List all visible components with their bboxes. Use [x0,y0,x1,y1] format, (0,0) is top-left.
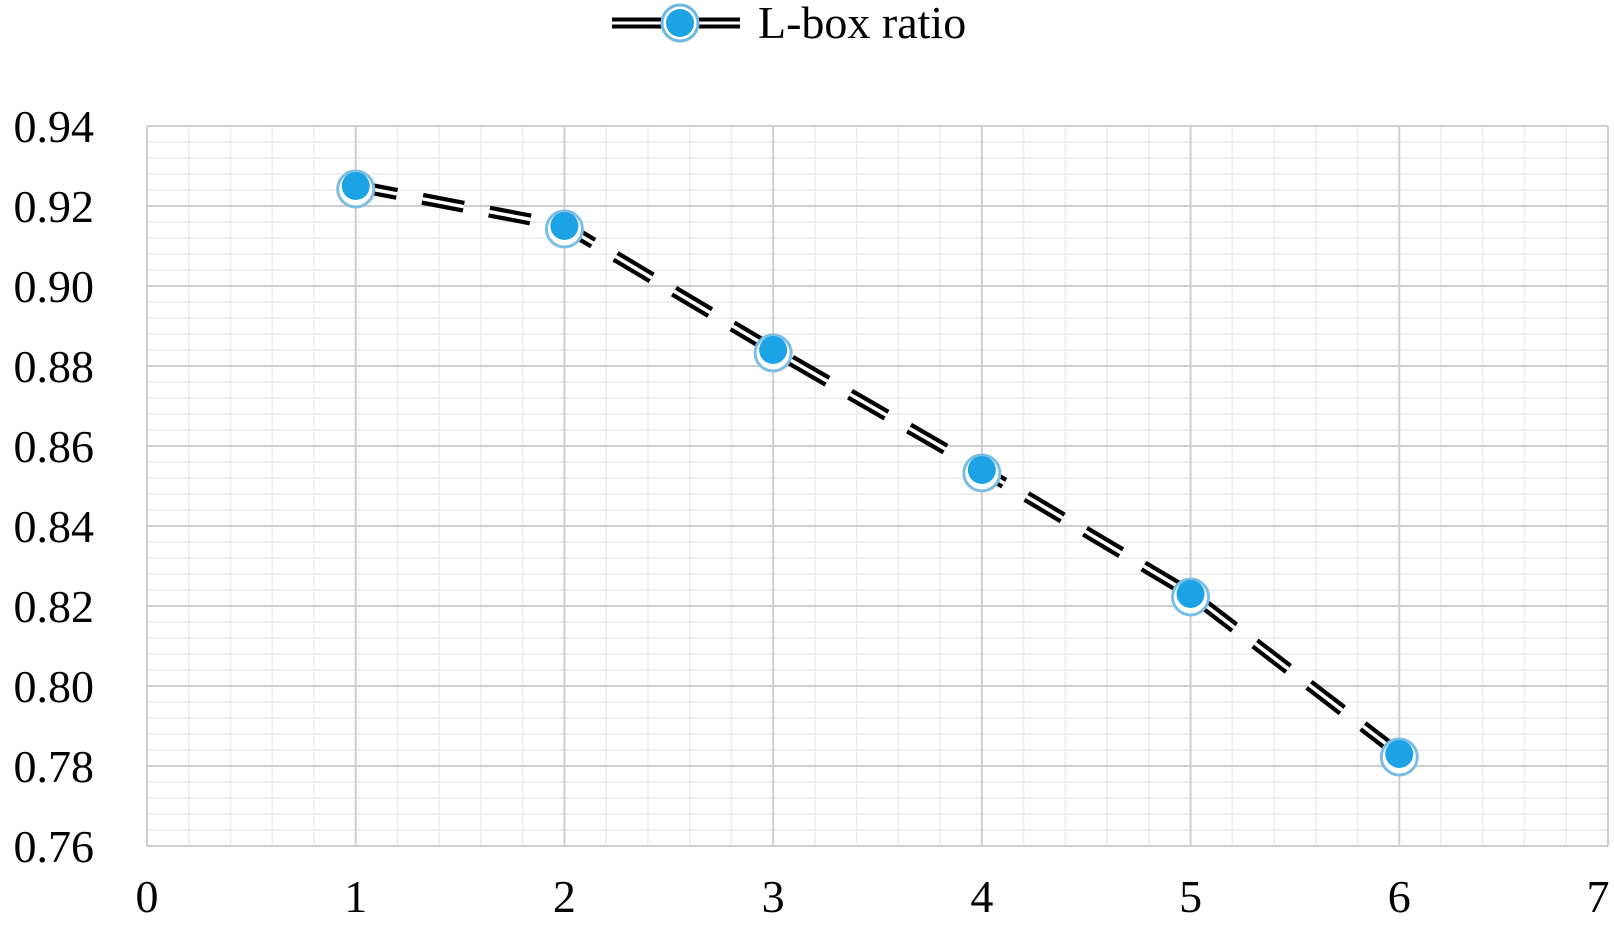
x-tick-label: 0 [136,871,159,922]
x-tick-label: 1 [344,871,367,922]
data-point [341,172,370,200]
x-tick-label: 5 [1179,871,1202,922]
y-tick-label: 0.84 [14,501,95,552]
x-tick-label: 4 [970,871,993,922]
data-point [759,336,788,364]
y-tick-label: 0.94 [14,101,95,152]
major-gridlines [146,125,1609,847]
x-tick-label: 7 [1587,871,1610,922]
x-tick-label: 2 [553,871,576,922]
y-axis-tick-labels: 0.76 0.78 0.80 0.82 0.84 0.86 0.88 0.90 0.92 0.94 [14,101,95,872]
y-tick-label: 0.82 [14,581,95,632]
y-tick-label: 0.88 [14,341,95,392]
data-point [550,212,579,240]
series-points-group [336,169,1419,777]
y-tick-label: 0.90 [14,261,95,312]
y-tick-label: 0.92 [14,181,95,232]
y-tick-label: 0.76 [14,821,95,872]
legend: L-box ratio [612,0,966,48]
data-point [1176,580,1205,608]
legend-marker [666,9,694,37]
legend-label: L-box ratio [758,0,966,48]
minor-gridlines [147,126,1608,846]
series-line-inner [355,184,1401,756]
data-point [1385,740,1414,768]
data-point [967,456,996,484]
y-tick-label: 0.78 [14,741,95,792]
y-tick-label: 0.86 [14,421,95,472]
y-tick-label: 0.80 [14,661,95,712]
x-tick-label: 3 [762,871,785,922]
x-axis-tick-labels: 0 1 2 3 4 5 6 7 [136,871,1610,922]
x-tick-label: 6 [1388,871,1411,922]
series-line-outer [354,180,1403,759]
series-line-group [354,180,1403,759]
